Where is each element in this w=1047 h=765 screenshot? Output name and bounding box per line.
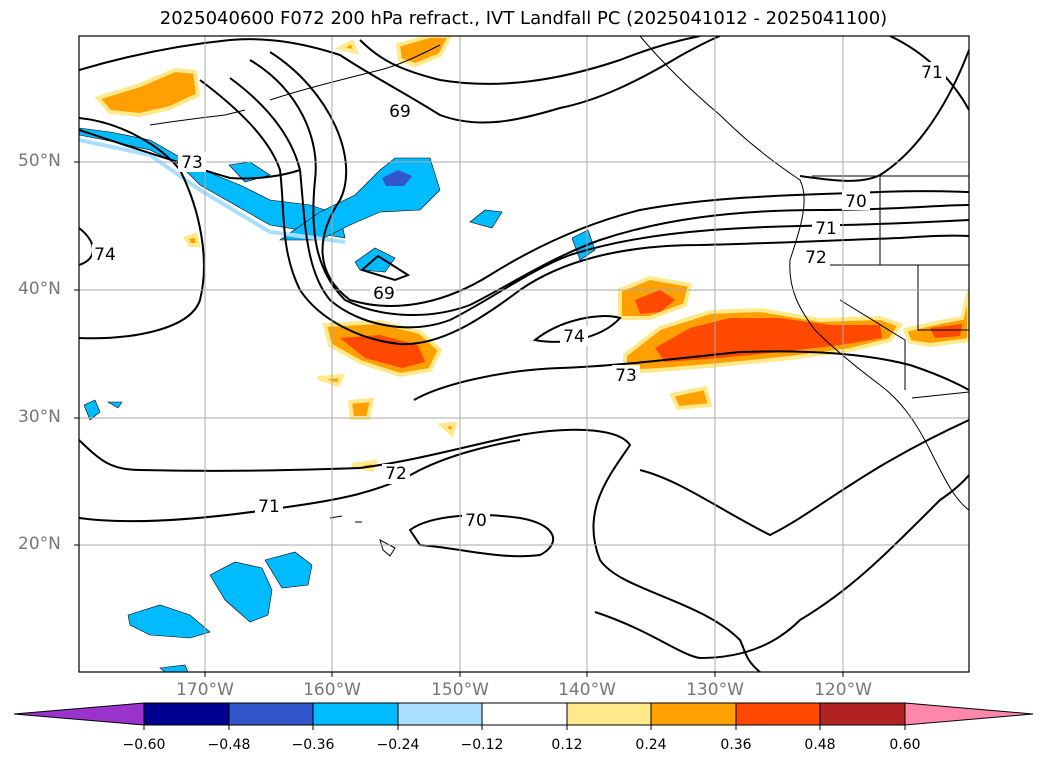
contour-label: 74: [563, 327, 585, 347]
contour-label: 74: [94, 245, 116, 265]
contour-label: 73: [181, 153, 203, 173]
contour-label: 72: [805, 248, 827, 268]
gridlines: [79, 36, 969, 672]
latitude-label: 30°N: [18, 407, 61, 427]
longitude-label: 120°W: [814, 680, 872, 700]
colorbar-tick-label: 0.48: [804, 737, 836, 753]
colorbar-tick-label: −0.36: [291, 737, 335, 753]
map-title: 2025040600 F072 200 hPa refract., IVT La…: [159, 8, 888, 29]
colorbar-tick-label: 0.60: [889, 737, 921, 753]
contour-label: 69: [373, 284, 395, 304]
contour-label: 70: [845, 192, 867, 212]
colorbar: [13, 702, 1034, 730]
contour-label: 70: [465, 511, 487, 531]
colorbar-segment: [312, 702, 399, 726]
contour-label: 73: [615, 366, 637, 386]
colorbar-tick-label: 0.12: [551, 737, 583, 753]
contour-labels: 69 69 70 70 71 71 71 72 72 73 73 74 74: [92, 62, 946, 531]
coastlines: [149, 36, 969, 557]
colorbar-segment: [819, 702, 906, 726]
colorbar-tick-label: −0.60: [122, 737, 166, 753]
colorbar-tick-label: −0.48: [207, 737, 251, 753]
longitude-label: 170°W: [176, 680, 234, 700]
map-frame: [78, 35, 970, 673]
latitude-label: 50°N: [18, 151, 61, 171]
colorbar-segment: [397, 702, 483, 726]
colorbar-tick-label: 0.24: [635, 737, 667, 753]
deep-negative-shading: [382, 170, 412, 186]
negative-shading: [79, 127, 596, 672]
colorbar-segment: [481, 702, 568, 726]
longitude-label: 150°W: [431, 680, 489, 700]
contour-label: 72: [385, 464, 407, 484]
colorbar-segment: [650, 702, 737, 726]
latitude-label: 20°N: [18, 534, 61, 554]
colorbar-tick-label: −0.12: [460, 737, 504, 753]
colorbar-tick-label: 0.36: [720, 737, 752, 753]
colorbar-segment: [566, 702, 652, 726]
colorbar-segment: [735, 702, 821, 726]
colorbar-segment: [228, 702, 314, 726]
longitude-label: 130°W: [686, 680, 744, 700]
contour-label: 71: [815, 219, 837, 239]
colorbar-extend-low: [13, 702, 145, 726]
contour-label: 71: [258, 497, 280, 517]
contour-label: 69: [389, 102, 411, 122]
longitude-label: 140°W: [558, 680, 616, 700]
light-negative-shading: [79, 138, 346, 244]
colorbar-segment: [143, 702, 230, 726]
colorbar-tick-label: −0.24: [376, 737, 420, 753]
longitude-label: 160°W: [303, 680, 361, 700]
contour-label: 71: [921, 63, 943, 83]
latitude-label: 40°N: [18, 279, 61, 299]
colorbar-extend-high: [904, 702, 1034, 726]
